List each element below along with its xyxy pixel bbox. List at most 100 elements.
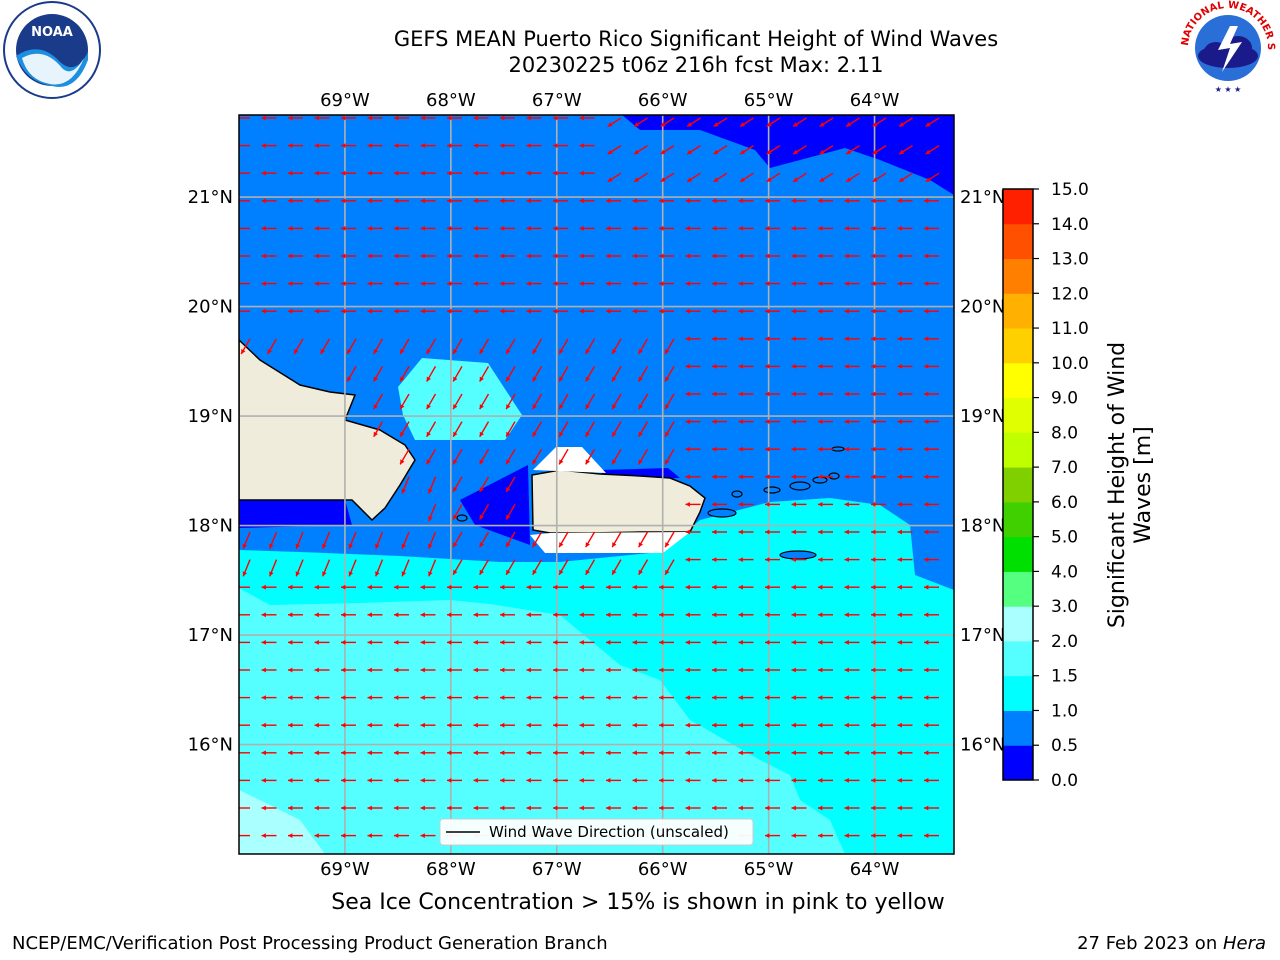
direction-arrowhead bbox=[897, 502, 902, 507]
direction-arrowhead bbox=[261, 143, 266, 148]
direction-arrowhead bbox=[791, 336, 796, 342]
direction-arrowhead bbox=[791, 722, 796, 728]
direction-arrowhead bbox=[712, 529, 717, 535]
direction-arrowhead bbox=[924, 778, 929, 783]
direction-arrowhead bbox=[261, 750, 266, 756]
direction-arrowhead bbox=[871, 253, 876, 259]
direction-arrowhead bbox=[553, 695, 558, 700]
direction-arrowhead bbox=[632, 778, 637, 783]
direction-arrowhead bbox=[269, 571, 274, 577]
direction-arrowhead bbox=[738, 364, 743, 369]
svg-text:★ ★ ★: ★ ★ ★ bbox=[1215, 85, 1242, 94]
direction-arrowhead bbox=[473, 281, 478, 286]
direction-arrowhead bbox=[844, 557, 849, 562]
direction-arrowhead bbox=[473, 778, 478, 783]
direction-arrowhead bbox=[818, 226, 823, 231]
direction-arrowhead bbox=[924, 308, 929, 314]
direction-arrowhead bbox=[453, 404, 458, 410]
direction-arrowhead bbox=[585, 376, 590, 382]
colorbar-segment bbox=[1003, 467, 1033, 503]
direction-arrowhead bbox=[288, 308, 293, 314]
direction-arrowhead bbox=[606, 722, 611, 728]
direction-arrowhead bbox=[394, 805, 399, 811]
direction-arrowhead bbox=[400, 376, 405, 382]
direction-arrowhead bbox=[685, 446, 690, 452]
direction-arrowhead bbox=[500, 750, 505, 756]
lat-label: 20°N bbox=[960, 297, 1005, 318]
direction-arrowhead bbox=[288, 253, 293, 259]
direction-arrowhead bbox=[818, 446, 823, 452]
direction-arrowhead bbox=[288, 805, 293, 811]
direction-arrowhead bbox=[897, 474, 902, 480]
direction-arrowhead bbox=[660, 177, 666, 182]
direction-arrowhead bbox=[612, 569, 617, 575]
colorbar-tick-label: 10.0 bbox=[1051, 354, 1089, 374]
direction-arrowhead bbox=[500, 722, 505, 728]
direction-arrowhead bbox=[685, 695, 690, 700]
direction-arrowhead bbox=[500, 115, 505, 121]
direction-arrowhead bbox=[844, 364, 849, 369]
direction-arrowhead bbox=[871, 364, 876, 369]
nws-logo: NATIONAL WEATHER SERVICE ★ ★ ★ bbox=[1178, 0, 1276, 94]
direction-arrowhead bbox=[579, 667, 584, 673]
direction-arrowhead bbox=[261, 584, 266, 590]
direction-arrowhead bbox=[685, 364, 690, 369]
direction-arrowhead bbox=[500, 170, 505, 176]
direction-arrowhead bbox=[712, 722, 717, 728]
direction-arrowhead bbox=[606, 640, 611, 645]
lat-label: 18°N bbox=[188, 516, 233, 537]
direction-arrowhead bbox=[871, 198, 876, 204]
field-2-0-3-0 bbox=[239, 790, 325, 854]
direction-arrowhead bbox=[367, 253, 372, 259]
direction-arrowhead bbox=[791, 750, 796, 756]
direction-arrowhead bbox=[341, 612, 346, 618]
direction-arrowhead bbox=[818, 557, 823, 562]
direction-arrowhead bbox=[738, 778, 743, 783]
direction-arrowhead bbox=[269, 543, 274, 549]
direction-arrowhead bbox=[447, 170, 452, 176]
lon-labels-top: 69°W 68°W 67°W 66°W 65°W 64°W bbox=[320, 90, 900, 111]
direction-arrowhead bbox=[314, 805, 319, 811]
direction-arrowhead bbox=[765, 391, 770, 397]
direction-arrowhead bbox=[897, 364, 902, 369]
lat-label: 21°N bbox=[960, 187, 1005, 208]
direction-arrowhead bbox=[765, 722, 770, 728]
direction-arrowhead bbox=[526, 226, 531, 231]
direction-arrowhead bbox=[420, 750, 425, 756]
direction-arrowhead bbox=[738, 226, 743, 231]
direction-arrowhead bbox=[897, 336, 902, 342]
direction-arrowhead bbox=[685, 308, 690, 314]
direction-arrowhead bbox=[712, 750, 717, 756]
direction-arrowhead bbox=[394, 198, 399, 204]
direction-arrowhead bbox=[447, 722, 452, 728]
direction-arrowhead bbox=[506, 486, 511, 492]
direction-arrowhead bbox=[420, 115, 425, 121]
direction-arrowhead bbox=[791, 695, 796, 700]
direction-arrowhead bbox=[341, 281, 346, 286]
direction-arrowhead bbox=[765, 253, 770, 259]
vector-legend: Wind Wave Direction (unscaled) bbox=[439, 818, 754, 846]
direction-arrowhead bbox=[897, 805, 902, 811]
direction-arrowhead bbox=[687, 177, 693, 182]
direction-arrowhead bbox=[659, 640, 664, 645]
direction-arrowhead bbox=[924, 391, 929, 397]
direction-arrowhead bbox=[899, 149, 905, 155]
direction-arrowhead bbox=[897, 281, 902, 286]
direction-arrowhead bbox=[766, 177, 772, 182]
direction-arrowhead bbox=[766, 149, 772, 155]
direction-arrowhead bbox=[924, 750, 929, 756]
direction-arrowhead bbox=[606, 198, 611, 204]
direction-arrowhead bbox=[479, 404, 484, 410]
direction-arrowhead bbox=[479, 348, 484, 354]
direction-arrowhead bbox=[526, 695, 531, 700]
direction-arrowhead bbox=[532, 348, 537, 354]
direction-arrowhead bbox=[897, 253, 902, 259]
direction-arrowhead bbox=[738, 308, 743, 314]
direction-arrowhead bbox=[871, 502, 876, 507]
direction-arrowhead bbox=[453, 514, 458, 520]
direction-arrowhead bbox=[479, 431, 484, 437]
direction-arrowhead bbox=[428, 516, 433, 522]
direction-arrowhead bbox=[765, 502, 770, 507]
direction-arrowhead bbox=[738, 198, 743, 204]
lon-label: 67°W bbox=[532, 859, 582, 880]
